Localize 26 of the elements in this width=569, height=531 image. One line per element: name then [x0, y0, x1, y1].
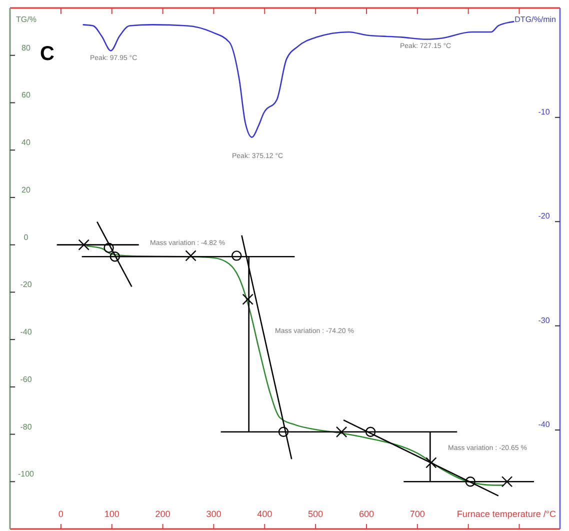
x-tick-label: 0 — [58, 509, 64, 519]
y2-tick-label: -20 — [538, 212, 550, 221]
y-axis-title: TG/% — [16, 15, 36, 24]
y-tick-label: 60 — [22, 90, 31, 100]
text: C — [40, 43, 54, 65]
x-tick-label: 100 — [104, 509, 120, 519]
y2-tick-label: -40 — [538, 420, 550, 430]
y-tick-label: -40 — [20, 328, 32, 337]
x-tick-label: 700 — [410, 509, 425, 519]
y-tick-label: -100 — [18, 470, 35, 479]
x-tick-label: 500 — [308, 509, 324, 519]
x-tick-label: 400 — [257, 509, 272, 519]
x-tick-label: 300 — [206, 509, 222, 519]
y2-tick-label: -30 — [538, 316, 550, 325]
x-axis-title: Furnace temperature /°C — [456, 509, 556, 519]
y-tick-label: -80 — [20, 422, 32, 432]
x-tick-label: 200 — [155, 509, 170, 519]
y-tick-label: 0 — [24, 232, 29, 242]
y-tick-label: 80 — [22, 43, 31, 52]
y-tick-label: 40 — [22, 138, 31, 148]
y2-tick-label: -10 — [538, 107, 550, 116]
y-tick-label: -60 — [20, 374, 32, 384]
y-tick-label: 20 — [22, 185, 31, 194]
y-tick-label: -20 — [20, 280, 32, 290]
x-tick-label: 600 — [358, 509, 374, 519]
y2-axis-title: DTG/%/min — [514, 15, 556, 24]
